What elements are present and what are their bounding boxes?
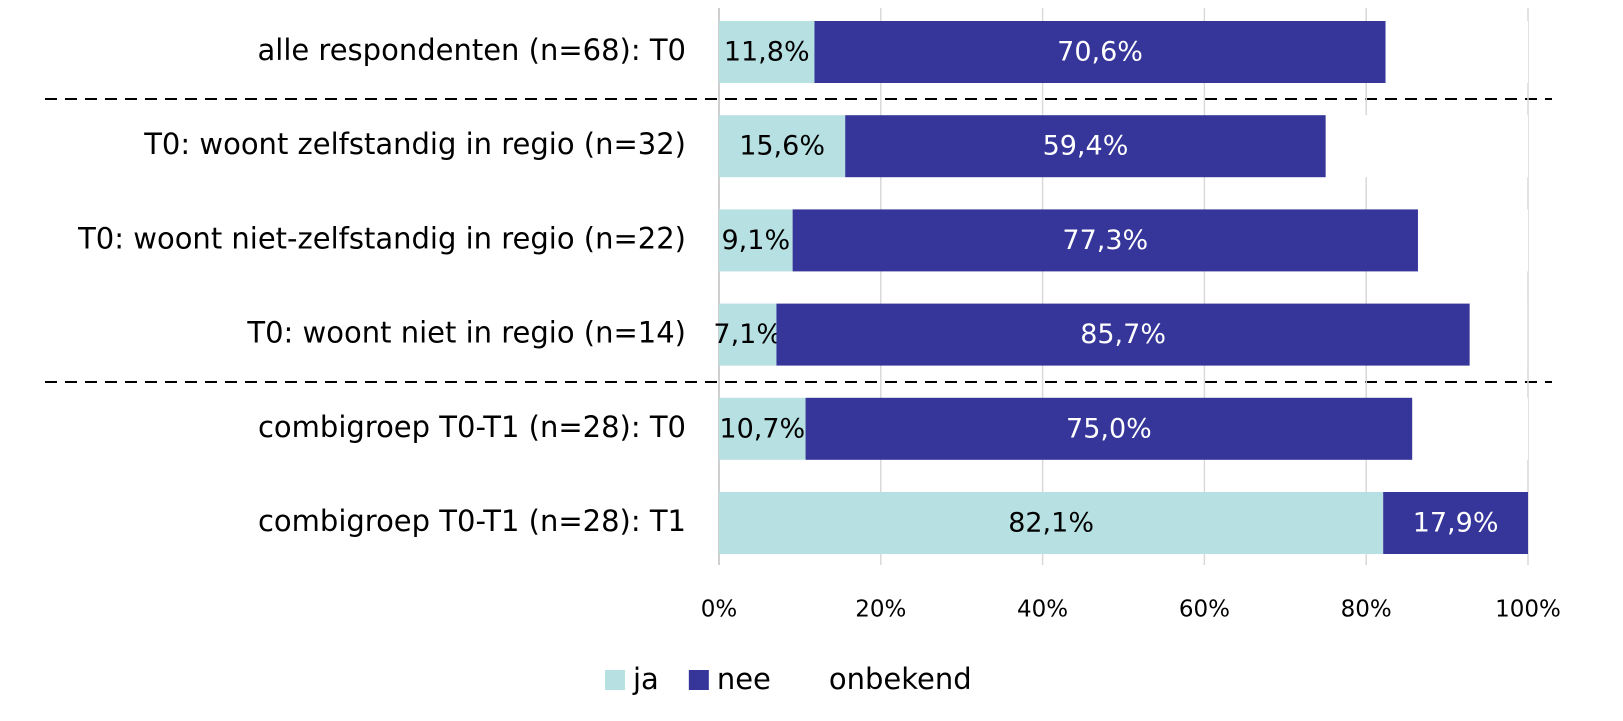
x-tick-label: 80% — [1341, 597, 1392, 623]
data-label: 10,7% — [719, 413, 805, 444]
x-tick-label: 60% — [1179, 597, 1230, 623]
legend-label: onbekend — [829, 662, 972, 696]
data-label: 77,3% — [1062, 225, 1148, 256]
data-label: 70,6% — [1057, 37, 1143, 68]
y-tick-label: combigroep T0-T1 (n=28): T0 — [258, 410, 686, 444]
bar-segment — [1325, 115, 1528, 178]
data-label: 11,8% — [724, 37, 810, 68]
legend-swatch — [688, 670, 709, 690]
x-tick-label: 100% — [1495, 597, 1561, 623]
y-tick-label: combigroep T0-T1 (n=28): T1 — [258, 504, 686, 538]
data-label: 82,1% — [1008, 508, 1094, 539]
legend-swatch — [800, 670, 821, 690]
x-tick-label: 40% — [1017, 597, 1068, 623]
y-tick-label: alle respondenten (n=68): T0 — [257, 33, 686, 67]
data-label: 7,1% — [713, 319, 782, 350]
data-label: 85,7% — [1080, 319, 1166, 350]
x-tick-label: 20% — [855, 597, 906, 623]
legend-label: ja — [632, 662, 659, 696]
y-tick-label: T0: woont niet in regio (n=14) — [246, 316, 686, 350]
bar-segment — [1412, 397, 1528, 460]
bar-segment — [1383, 492, 1528, 554]
bar-segment — [1417, 209, 1528, 272]
bar-segment — [719, 303, 777, 366]
bar-segment — [719, 492, 1384, 554]
bar-segment — [776, 303, 1470, 366]
y-tick-label: T0: woont niet-zelfstandig in regio (n=2… — [77, 221, 686, 255]
bar-segment — [845, 115, 1326, 178]
bar-segment — [719, 397, 806, 460]
bar-segment — [719, 209, 793, 272]
data-label: 15,6% — [739, 131, 825, 162]
y-tick-label: T0: woont zelfstandig in regio (n=32) — [143, 127, 686, 161]
bar-segment — [1469, 303, 1528, 366]
x-tick-label: 0% — [701, 597, 738, 623]
bar-segment — [805, 397, 1413, 460]
data-label: 17,9% — [1413, 508, 1499, 539]
bar-segment — [792, 209, 1418, 272]
bar-segment — [814, 21, 1386, 83]
legend-label: nee — [717, 662, 771, 696]
bar-segment — [719, 115, 846, 178]
bar-segment — [719, 21, 815, 83]
data-label: 59,4% — [1043, 131, 1129, 162]
data-label: 75,0% — [1066, 413, 1152, 444]
bar-segment — [1385, 21, 1528, 83]
data-label: 9,1% — [722, 225, 791, 256]
legend-swatch — [605, 670, 625, 690]
